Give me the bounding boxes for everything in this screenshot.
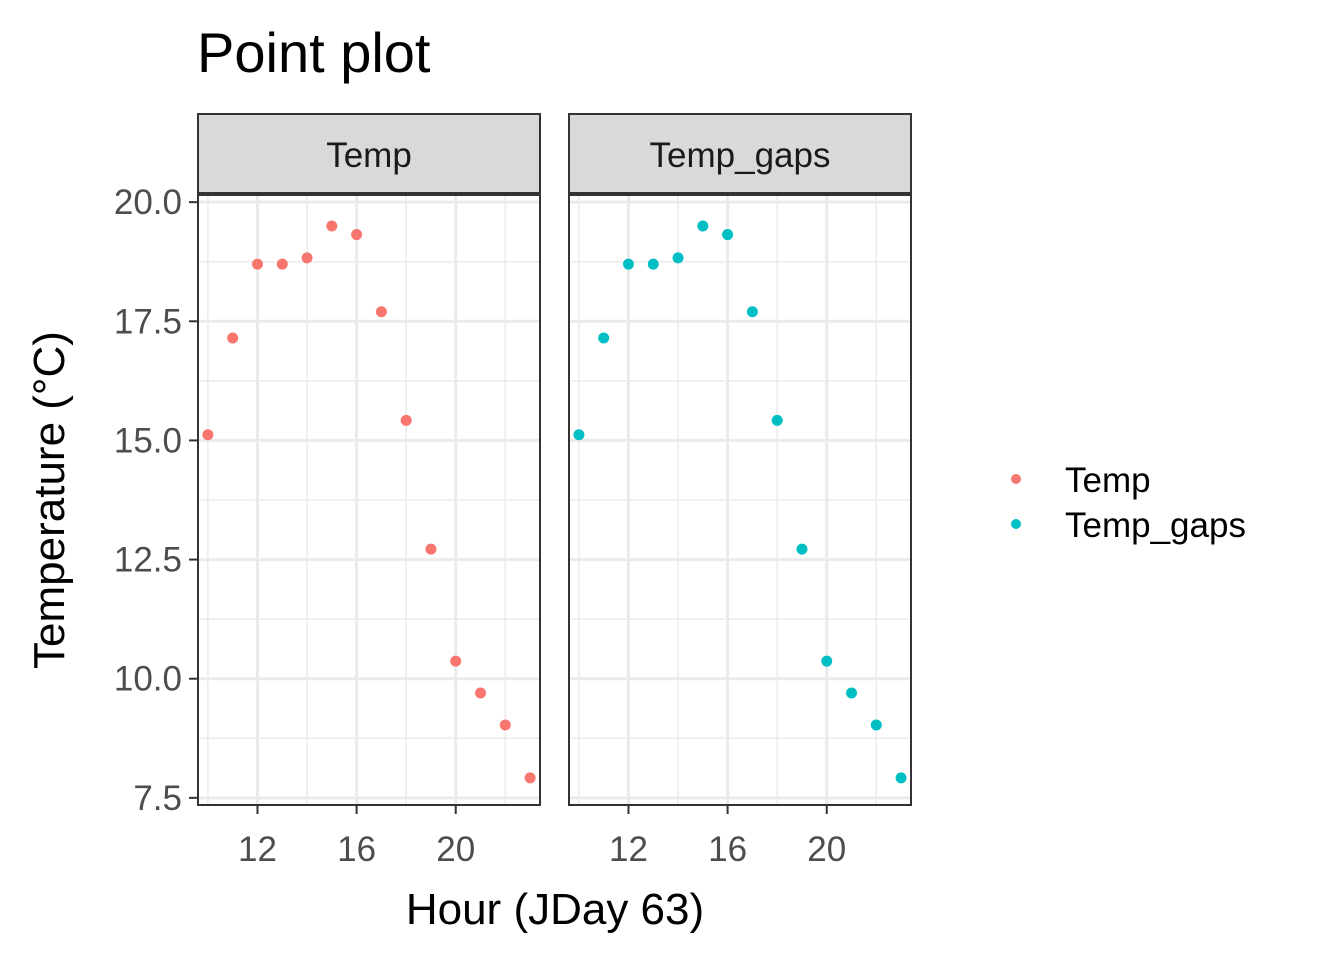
chart-title: Point plot xyxy=(197,21,431,84)
data-point xyxy=(251,258,263,270)
panel-points-temp-gaps xyxy=(573,220,907,784)
y-axis: 7.5 10.0 12.5 15.0 17.5 20.0 xyxy=(114,183,198,818)
legend: Temp Temp_gaps xyxy=(1011,461,1246,545)
data-point xyxy=(622,258,634,270)
data-point xyxy=(573,429,585,441)
legend-label-temp: Temp xyxy=(1065,461,1151,500)
y-tick-label: 10.0 xyxy=(114,660,182,699)
x-tick-label: 20 xyxy=(807,830,846,869)
data-point xyxy=(598,332,610,344)
data-point xyxy=(475,687,487,699)
facet-panel-temp: Temp xyxy=(197,113,541,806)
data-point xyxy=(301,252,313,264)
data-point xyxy=(524,772,536,784)
y-tick-label: 20.0 xyxy=(114,183,182,222)
x-tick-label: 20 xyxy=(436,830,475,869)
data-point xyxy=(425,543,437,555)
facet-strip-label-temp: Temp xyxy=(326,136,412,175)
data-point xyxy=(202,429,214,441)
data-point xyxy=(846,687,858,699)
panel-border-temp xyxy=(197,194,541,806)
facet-strip-label-temp-gaps: Temp_gaps xyxy=(650,136,831,175)
facet-strip-temp-gaps xyxy=(568,113,912,194)
x-axis-temp-gaps: 12 16 20 xyxy=(609,805,846,869)
data-point xyxy=(672,252,684,264)
data-point xyxy=(746,306,758,318)
data-point xyxy=(400,414,412,426)
facet-strip-temp xyxy=(197,113,541,194)
data-point xyxy=(796,543,808,555)
panel-points-temp xyxy=(202,220,536,784)
panel-grid-temp xyxy=(198,195,540,805)
data-point xyxy=(697,220,709,232)
data-point xyxy=(450,655,462,667)
x-tick-label: 12 xyxy=(609,830,648,869)
legend-key-temp-gaps xyxy=(1011,519,1021,529)
y-tick-label: 15.0 xyxy=(114,421,182,460)
x-tick-label: 16 xyxy=(708,830,747,869)
data-point xyxy=(771,414,783,426)
panel-border-temp-gaps xyxy=(568,194,912,806)
data-point xyxy=(722,229,734,241)
data-point xyxy=(351,229,363,241)
x-axis-temp: 12 16 20 xyxy=(238,805,475,869)
legend-key-temp xyxy=(1011,474,1021,484)
panel-grid-temp-gaps xyxy=(569,195,911,805)
y-axis-title: Temperature (°C) xyxy=(25,331,74,669)
data-point xyxy=(326,220,338,232)
data-point xyxy=(227,332,239,344)
y-tick-label: 7.5 xyxy=(133,779,182,818)
data-point xyxy=(276,258,288,270)
y-tick-label: 12.5 xyxy=(114,541,182,580)
data-point xyxy=(870,719,882,731)
y-tick-label: 17.5 xyxy=(114,302,182,341)
x-tick-label: 16 xyxy=(337,830,376,869)
x-tick-label: 12 xyxy=(238,830,277,869)
data-point xyxy=(375,306,387,318)
facet-panel-temp-gaps: Temp_gaps xyxy=(568,113,912,806)
data-point xyxy=(647,258,659,270)
x-axis-title: Hour (JDay 63) xyxy=(406,885,704,934)
data-point xyxy=(821,655,833,667)
data-point xyxy=(499,719,511,731)
data-point xyxy=(895,772,907,784)
legend-label-temp-gaps: Temp_gaps xyxy=(1065,506,1246,545)
